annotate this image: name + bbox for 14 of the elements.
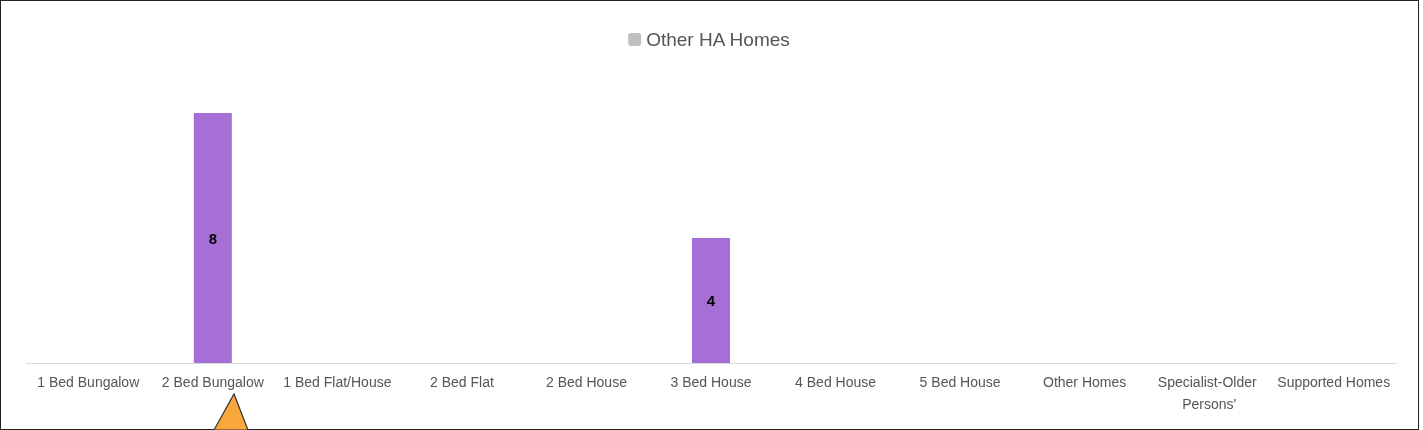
- x-tick-label: Supported Homes: [1277, 374, 1391, 390]
- legend-label: Other HA Homes: [646, 29, 790, 50]
- x-tick-label: Specialist-Older Persons': [1157, 374, 1261, 412]
- data-label: 8: [208, 229, 217, 247]
- x-tick-label: 1 Bed Bungalow: [37, 374, 141, 390]
- x-tick-label: 2 Bed Bungalow: [161, 374, 265, 390]
- x-tick-label: 3 Bed House: [670, 374, 752, 390]
- x-tick-label: 5 Bed House: [919, 374, 1001, 390]
- x-tick-label: 1 Bed Flat/House: [283, 374, 392, 390]
- x-tick-label: 4 Bed House: [795, 374, 877, 390]
- x-tick-label: 2 Bed Flat: [430, 374, 494, 390]
- x-tick-label: 2 Bed House: [545, 374, 628, 390]
- x-tick-label: Other Homes: [1043, 374, 1127, 390]
- data-label: 4: [706, 292, 716, 309]
